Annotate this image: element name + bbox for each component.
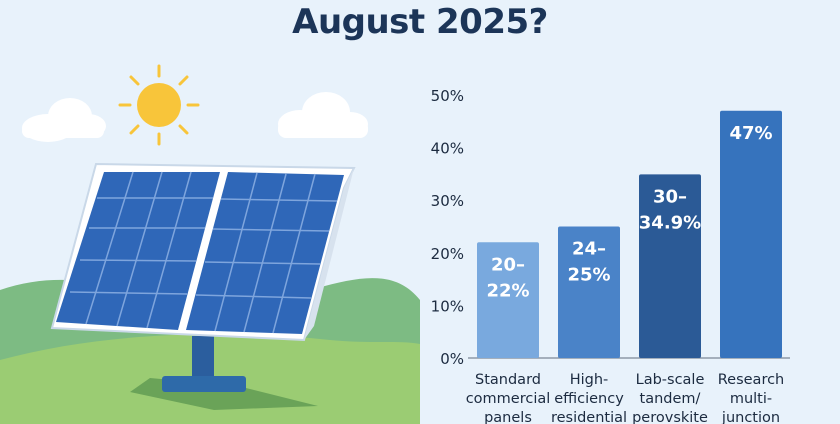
chart-title: August 2025? — [292, 2, 548, 42]
cloud-icon — [22, 98, 106, 142]
bar-value-label: 34.9% — [639, 212, 701, 233]
y-tick-label: 0% — [440, 350, 464, 368]
sun-icon — [118, 64, 200, 146]
panel-grid — [69, 171, 338, 334]
x-category-label: residential — [551, 410, 627, 424]
panel-edge — [304, 168, 354, 340]
bar — [639, 174, 701, 358]
bar-value-label: 30– — [653, 186, 687, 207]
x-category-label: Standard — [475, 372, 541, 388]
x-category-label: perovskite — [632, 410, 708, 424]
bar-value-label: 47% — [729, 123, 772, 144]
x-category-label: multi- — [730, 391, 772, 407]
x-category-label: junction — [721, 410, 780, 424]
bar-value-label: 20– — [491, 254, 525, 275]
x-category-label: High- — [570, 372, 609, 388]
y-tick-label: 30% — [431, 192, 464, 210]
y-tick-label: 10% — [431, 297, 464, 315]
bar — [477, 242, 539, 358]
y-tick-label: 50% — [431, 87, 464, 105]
bar-value-label: 22% — [486, 280, 529, 301]
cloud-icon — [278, 92, 368, 138]
bar — [720, 110, 782, 358]
panel-base — [162, 376, 246, 392]
bar-value-label: 25% — [567, 265, 610, 286]
x-category-label: tandem/ — [640, 391, 701, 407]
panel-post — [192, 336, 214, 384]
y-tick-label: 20% — [431, 245, 464, 263]
x-category-label: efficiency — [554, 391, 624, 407]
x-category-label: commercial — [466, 391, 551, 407]
x-category-label: Lab-scale — [636, 372, 705, 388]
bar — [558, 226, 620, 358]
x-category-label: panels — [484, 410, 532, 424]
x-category-label: Research — [718, 372, 785, 388]
bar-value-label: 24– — [572, 239, 606, 260]
y-tick-label: 40% — [431, 140, 464, 158]
